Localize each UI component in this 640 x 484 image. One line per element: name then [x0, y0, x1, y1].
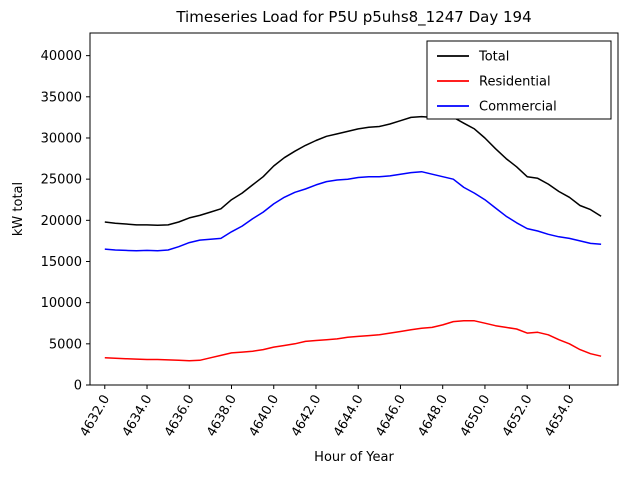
- series-line-residential: [104, 320, 602, 362]
- plot-content: 4632.0 4634.0 4636.0 4638.0 4640.0 4642.0 4644…: [41, 32, 619, 440]
- y-tick-label: 25000: [41, 173, 82, 188]
- y-tick-label: 0: [74, 379, 82, 394]
- x-tick-label: 4644.0: [331, 393, 367, 440]
- x-tick-label: 4654.0: [542, 393, 578, 440]
- legend-label-commercial: Commercial: [479, 100, 557, 115]
- y-tick-label: 20000: [41, 214, 82, 229]
- series-line-commercial: [104, 170, 602, 252]
- x-axis-label: Hour of Year: [314, 450, 394, 465]
- y-tick-label: 10000: [41, 296, 82, 311]
- y-tick-label: 30000: [41, 131, 82, 146]
- x-tick-label: 4636.0: [162, 393, 198, 440]
- chart-title: Timeseries Load for P5U p5uhs8_1247 Day …: [175, 8, 531, 27]
- x-tick-label: 4652.0: [500, 393, 536, 440]
- y-tick-label: 15000: [41, 255, 82, 270]
- series-line-total: [104, 115, 602, 227]
- x-tick-label: 4648.0: [415, 393, 451, 440]
- y-tick-label: 5000: [49, 337, 82, 352]
- legend-label-total: Total: [478, 50, 509, 65]
- legend-label-residential: Residential: [479, 75, 551, 90]
- axes-frame: [89, 32, 619, 386]
- x-tick-label: 4632.0: [78, 393, 114, 440]
- y-tick-label: 40000: [41, 49, 82, 64]
- x-tick-label: 4638.0: [204, 393, 240, 440]
- x-tick-label: 4650.0: [458, 392, 494, 439]
- y-tick-label: 35000: [41, 90, 82, 105]
- x-tick-label: 4646.0: [373, 393, 409, 440]
- y-axis-label: kW total: [11, 182, 26, 236]
- x-tick-label: 4642.0: [289, 393, 325, 440]
- x-tick-label: 4634.0: [120, 393, 156, 440]
- x-tick-label: 4640.0: [246, 393, 282, 440]
